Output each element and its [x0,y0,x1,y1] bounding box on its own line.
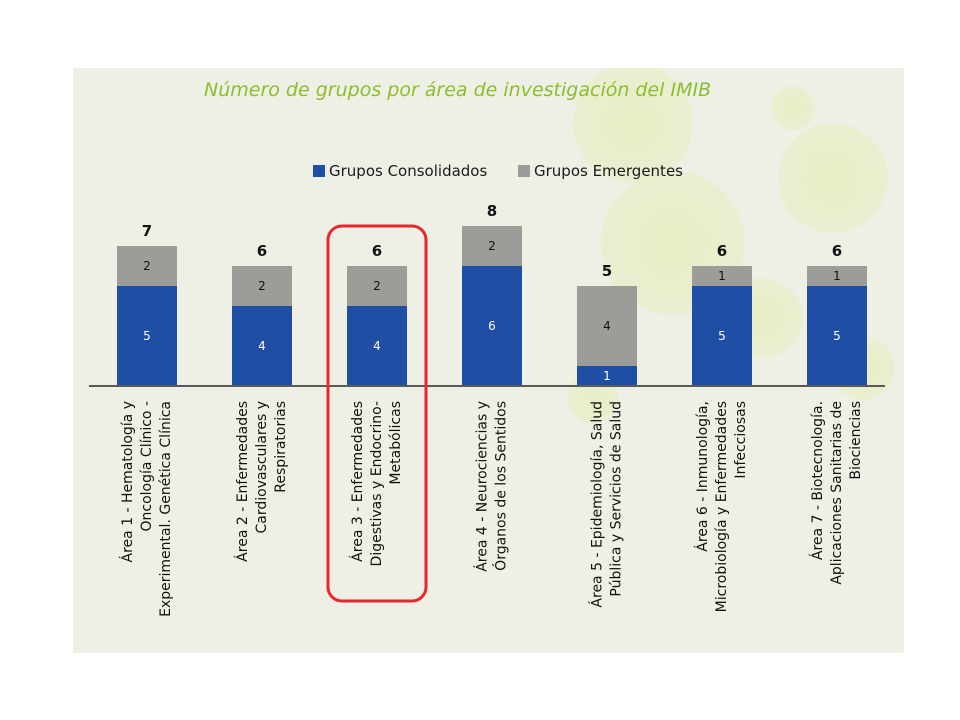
category-label-1-line-3: Experimental. Genética Clínica [158,401,174,617]
data-label-emergentes-5: 4 [603,319,611,333]
legend-swatch-2 [518,165,530,177]
bar-segment-consolidados-1 [117,286,177,386]
data-label-consolidados-2: 4 [258,339,266,353]
data-label-consolidados-7: 5 [833,329,841,343]
category-label-2-line-3: Respiratorias [273,401,289,493]
category-label-4: Área 4 - Neurociencias y Órganos de los S… [474,401,510,572]
category-label-3-line-2: Digestivas y Endocrino- [369,401,385,566]
stacked-bar-chart: Número de grupos por área de investigaci… [89,68,895,617]
total-label-7: 6 [832,242,842,260]
category-label-6: Área 6 - Inmunología, Microbiología y Enf… [694,401,749,612]
bar-segment-consolidados-3 [347,306,407,386]
data-label-consolidados-4: 6 [488,319,496,333]
legend-label-1: Grupos Consolidados [329,162,487,180]
bar-segment-emergentes-5 [577,286,637,366]
data-label-emergentes-1: 2 [143,259,151,273]
total-label-5: 5 [602,262,612,280]
category-label-2-line-2: Cardiovasculares y [254,401,270,534]
category-label-1-line-2: Oncología Clínico - [139,401,155,532]
data-label-emergentes-2: 2 [258,279,266,293]
total-label-2: 6 [257,242,267,260]
category-label-4-line-1: Área 4 - Neurociencias y [474,401,491,572]
category-label-5: Área 5 - Epidemiología, Salud Pública y S… [589,401,625,608]
category-label-5-line-1: Área 5 - Epidemiología, Salud [589,401,606,608]
data-label-consolidados-3: 4 [373,339,381,353]
category-labels: Área 1 - Hematología y Oncología Clínico … [119,401,864,617]
bar-segment-emergentes-3 [347,266,407,306]
category-label-6-line-1: Área 6 - Inmunología, [694,401,711,552]
category-label-5-line-2: Pública y Servicios de Salud [609,401,625,597]
data-label-consolidados-1: 5 [143,329,151,343]
bar-segment-emergentes-7 [807,266,867,286]
category-label-6-line-2: Microbiología y Enfermedades [714,401,730,612]
data-label-emergentes-4: 2 [488,239,496,253]
category-label-3: Área 3 - Enfermedades Digestivas y Endocr… [349,401,404,566]
category-label-1-line-1: Área 1 - Hematología y [119,401,136,563]
legend-label-2: Grupos Emergentes [534,162,683,180]
bar-segment-emergentes-6 [692,266,752,286]
legend: Grupos Consolidados Grupos Emergentes [313,162,683,180]
data-label-consolidados-5: 1 [603,369,611,383]
bar-segment-consolidados-7 [807,286,867,386]
category-label-1: Área 1 - Hematología y Oncología Clínico … [119,401,174,617]
legend-swatch-1 [313,165,325,177]
category-label-2-line-1: Área 2 - Enfermedades [234,401,251,562]
chart-title: Número de grupos por área de investigaci… [204,79,711,101]
data-label-emergentes-3: 2 [373,279,381,293]
data-label-emergentes-6: 1 [718,269,726,283]
bar-segment-emergentes-4 [462,226,522,266]
category-label-7-line-2: Aplicaciones Sanitarias de [829,401,845,585]
category-label-4-line-2: Órganos de los Sentidos [492,401,510,571]
category-label-7: Área 7 - Biotecnología. Aplicaciones Sani… [809,401,864,585]
bar-segment-consolidados-4 [462,266,522,386]
total-label-4: 8 [487,202,497,220]
bar-segment-emergentes-1 [117,246,177,286]
bar-segment-consolidados-6 [692,286,752,386]
total-label-6: 6 [717,242,727,260]
bar-segment-consolidados-5 [577,366,637,386]
bar-segment-emergentes-2 [232,266,292,306]
total-label-1: 7 [142,222,152,240]
category-label-3-line-1: Área 3 - Enfermedades [349,401,366,562]
category-label-7-line-3: Biociencias [848,401,864,480]
category-label-3-line-3: Metabólicas [388,401,404,485]
data-label-consolidados-6: 5 [718,329,726,343]
data-label-emergentes-7: 1 [833,269,841,283]
category-label-7-line-1: Área 7 - Biotecnología. [809,401,826,560]
bar-segment-consolidados-2 [232,306,292,386]
chart-slide: Número de grupos por área de investigaci… [73,68,904,653]
total-label-3: 6 [372,242,382,260]
category-label-6-line-3: Infecciosas [733,401,749,479]
highlight-box [326,224,428,603]
